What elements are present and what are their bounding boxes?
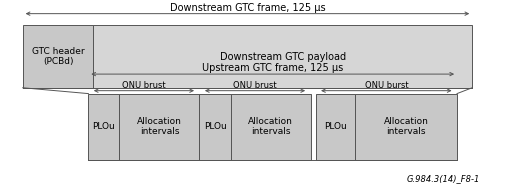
Text: PLOu: PLOu xyxy=(204,122,226,131)
Text: GTC header
(PCBd): GTC header (PCBd) xyxy=(32,47,84,66)
Text: ONU brust: ONU brust xyxy=(233,81,277,90)
Bar xyxy=(120,94,199,160)
Text: Allocation
intervals: Allocation intervals xyxy=(384,117,429,136)
Bar xyxy=(23,25,93,88)
Bar xyxy=(316,94,355,160)
Text: PLOu: PLOu xyxy=(324,122,347,131)
Text: Allocation
intervals: Allocation intervals xyxy=(137,117,182,136)
Bar xyxy=(355,94,457,160)
Text: PLOu: PLOu xyxy=(92,122,115,131)
Text: G.984.3(14)_F8-1: G.984.3(14)_F8-1 xyxy=(407,174,480,183)
Text: Allocation
intervals: Allocation intervals xyxy=(248,117,293,136)
Text: ONU brust: ONU brust xyxy=(122,81,166,90)
Text: Downstream GTC payload: Downstream GTC payload xyxy=(220,51,346,62)
Bar xyxy=(88,94,120,160)
Text: Downstream GTC frame, 125 μs: Downstream GTC frame, 125 μs xyxy=(170,3,325,13)
Bar xyxy=(199,94,231,160)
Bar xyxy=(93,25,472,88)
Bar xyxy=(231,94,311,160)
Text: Upstream GTC frame, 125 μs: Upstream GTC frame, 125 μs xyxy=(202,63,343,73)
Text: ONU burst: ONU burst xyxy=(365,81,408,90)
